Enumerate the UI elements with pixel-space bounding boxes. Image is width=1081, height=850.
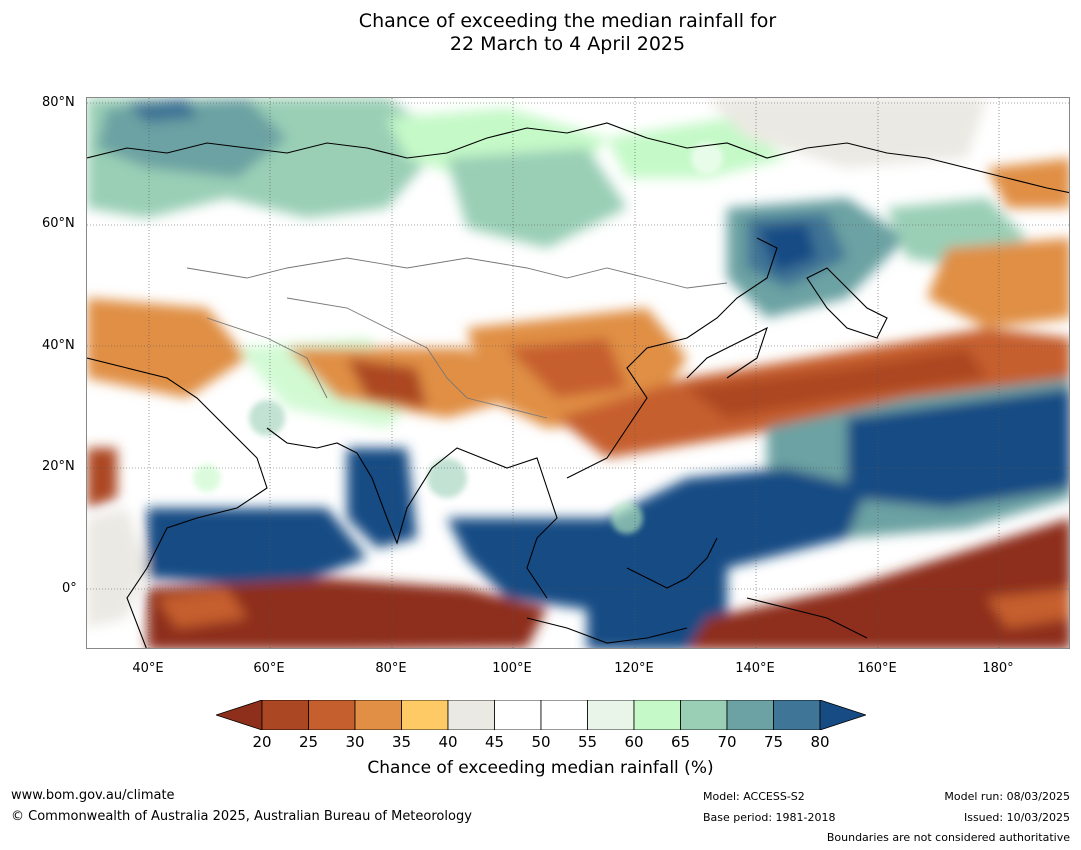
- colorbar-tick-label: 50: [531, 733, 551, 751]
- colorbar-tick-label: 55: [577, 733, 598, 751]
- lon-label-120e: 120°E: [614, 661, 654, 676]
- colorbar-bin: [773, 699, 821, 731]
- colorbar-tick-label: 70: [717, 733, 737, 751]
- issued-date: Issued: 10/03/2025: [963, 811, 1070, 824]
- colorbar-arrow-low: [214, 699, 263, 731]
- colorbar-swatches: [214, 699, 868, 731]
- colorbar-bin: [308, 699, 356, 731]
- lat-label-equator: 0°: [62, 581, 77, 596]
- model-name: Model: ACCESS-S2: [703, 790, 805, 803]
- boundaries-disclaimer: Boundaries are not considered authoritat…: [826, 831, 1070, 844]
- website-link[interactable]: www.bom.gov.au/climate: [11, 788, 175, 803]
- coastlines: [87, 122, 1069, 648]
- title-line-2: 22 March to 4 April 2025: [449, 33, 686, 55]
- colorbar-tick-label: 45: [484, 733, 505, 751]
- lat-label-60n: 60°N: [42, 216, 75, 231]
- lat-label-80n: 80°N: [42, 95, 75, 110]
- colorbar-bin: [633, 699, 681, 731]
- colorbar-bin: [354, 699, 402, 731]
- country-boundaries: [186, 257, 728, 419]
- probability-fields: [87, 98, 1069, 648]
- colorbar-bin: [261, 699, 309, 731]
- map-title: Chance of exceeding the median rainfall …: [0, 10, 1081, 56]
- colorbar-bin: [494, 699, 542, 731]
- rainfall-probability-map: [86, 97, 1070, 649]
- fine-detail: [193, 142, 723, 534]
- colorbar: [214, 699, 868, 734]
- lat-label-40n: 40°N: [42, 338, 75, 353]
- colorbar-label: Chance of exceeding median rainfall (%): [367, 758, 714, 778]
- lon-label-180: 180°: [982, 661, 1014, 676]
- colorbar-tick-label: 20: [252, 733, 272, 751]
- lon-label-80e: 80°E: [375, 661, 407, 676]
- lon-label-160e: 160°E: [857, 661, 897, 676]
- base-period: Base period: 1981-2018: [703, 811, 836, 824]
- map-canvas: [87, 98, 1069, 648]
- colorbar-tick-label: 40: [438, 733, 458, 751]
- lon-label-100e: 100°E: [492, 661, 532, 676]
- colorbar-tick-label: 75: [763, 733, 784, 751]
- colorbar-tick-label: 80: [810, 733, 830, 751]
- colorbar-bin: [447, 699, 495, 731]
- colorbar-tick-label: 30: [345, 733, 365, 751]
- lat-label-20n: 20°N: [42, 459, 75, 474]
- colorbar-bin: [401, 699, 449, 731]
- lon-label-40e: 40°E: [132, 661, 164, 676]
- colorbar-bin: [726, 699, 774, 731]
- colorbar-bin: [680, 699, 728, 731]
- colorbar-bin: [540, 699, 588, 731]
- lon-label-60e: 60°E: [253, 661, 285, 676]
- colorbar-tick-label: 35: [391, 733, 412, 751]
- colorbar-arrow-high: [819, 699, 868, 731]
- colorbar-tick-label: 25: [298, 733, 319, 751]
- lon-label-140e: 140°E: [735, 661, 775, 676]
- colorbar-bin: [587, 699, 635, 731]
- model-run-date: Model run: 08/03/2025: [944, 790, 1070, 803]
- copyright-text: © Commonwealth of Australia 2025, Austra…: [11, 809, 472, 824]
- colorbar-tick-label: 65: [670, 733, 691, 751]
- colorbar-tick-label: 60: [624, 733, 644, 751]
- title-line-1: Chance of exceeding the median rainfall …: [358, 10, 777, 32]
